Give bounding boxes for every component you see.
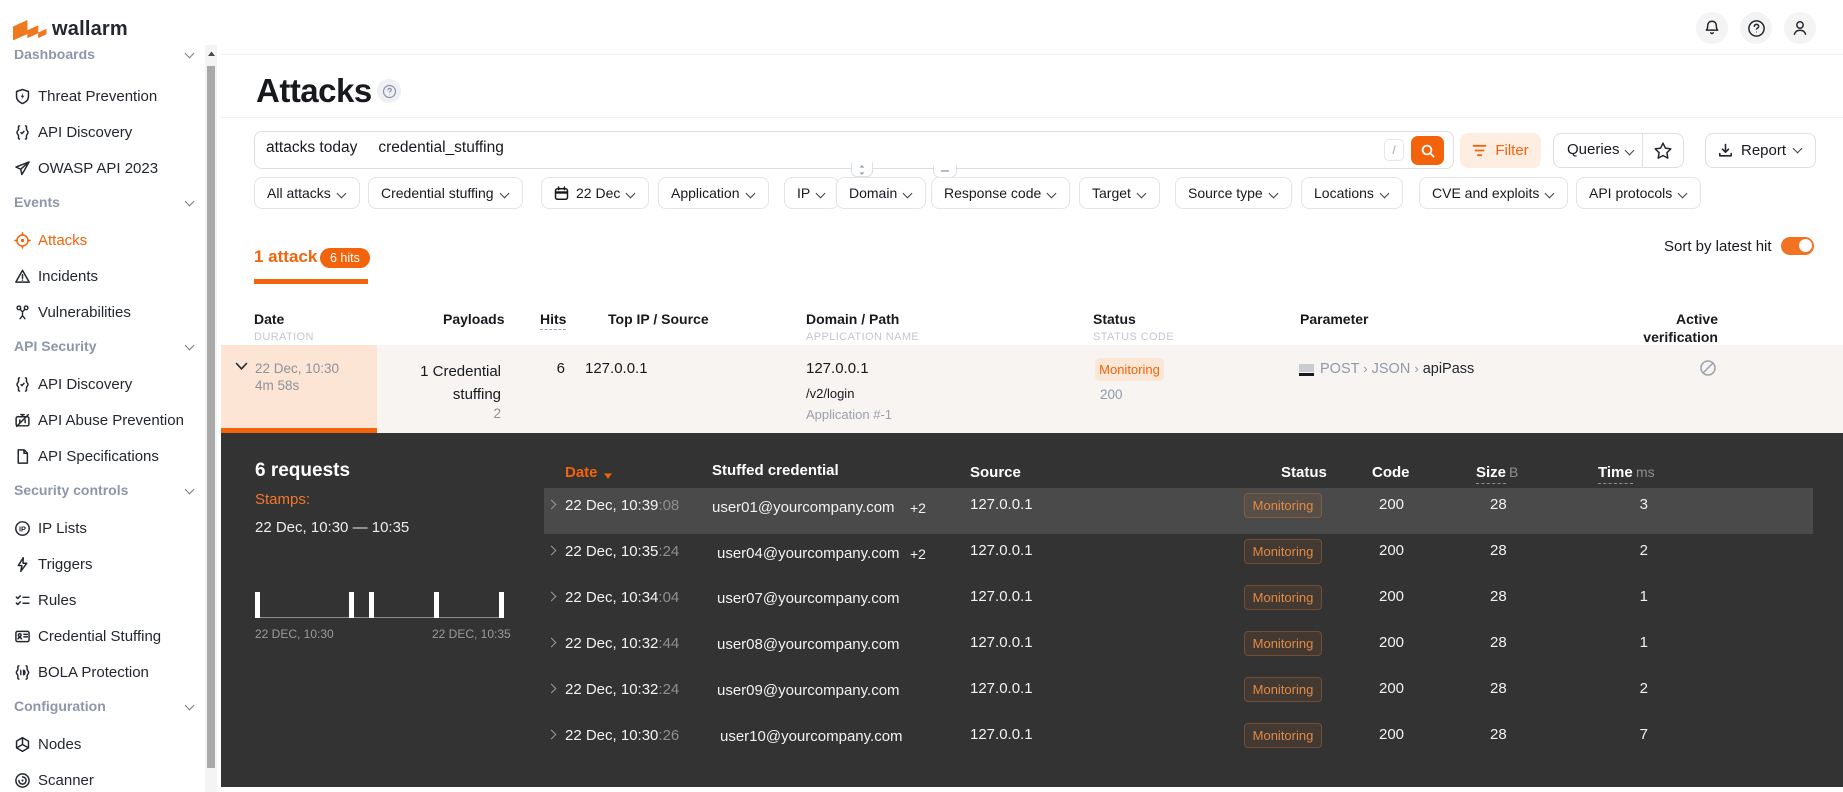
svg-text:IP: IP — [19, 524, 26, 533]
